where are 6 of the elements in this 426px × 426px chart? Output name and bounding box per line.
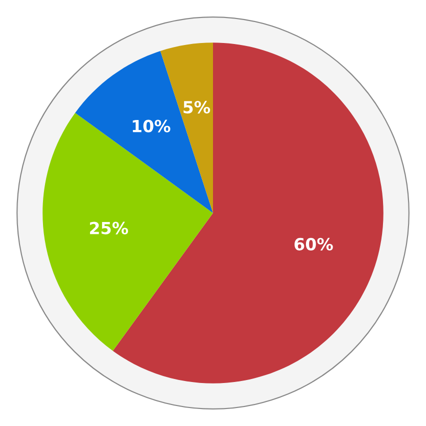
data-label: 10% — [132, 120, 170, 132]
data-label: 25% — [90, 222, 128, 234]
data-label: 60% — [294, 238, 333, 250]
pie-slice — [42, 112, 213, 351]
data-label: 5% — [184, 100, 210, 114]
pie-slice — [75, 50, 213, 213]
